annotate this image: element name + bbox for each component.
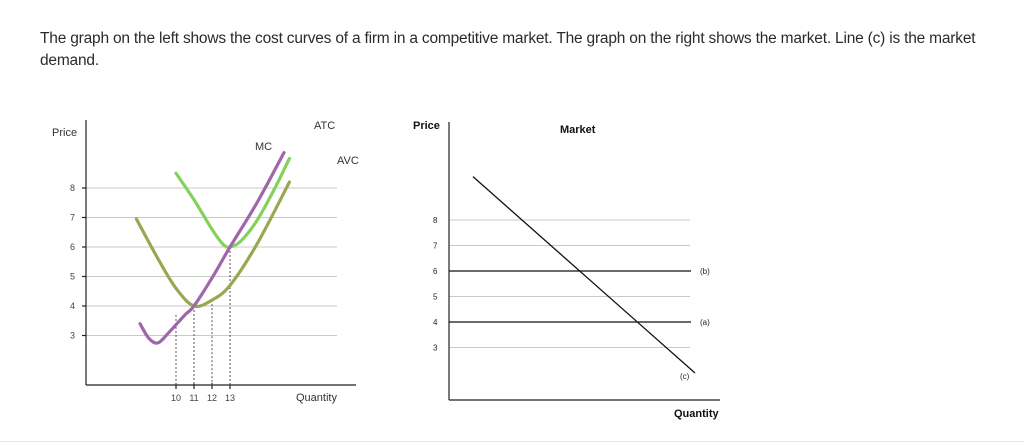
market-y-tick-label: 5 <box>433 293 438 302</box>
firm-ylabel: Price <box>52 127 77 139</box>
firm-y-tick-label: 5 <box>70 272 75 282</box>
firm-y-tick-label: 8 <box>70 183 75 193</box>
firm-x-tick-label: 13 <box>225 393 235 403</box>
market-y-tick-label: 7 <box>433 242 438 251</box>
firm-avc-label: AVC <box>337 155 359 167</box>
firm-mc-label: MC <box>255 141 272 153</box>
market-demand-label: (c) <box>680 372 690 381</box>
firm-avc-curve <box>134 180 291 309</box>
market-y-tick-label: 6 <box>433 267 438 276</box>
firm-x-tick-label: 11 <box>189 393 198 403</box>
firm-y-tick-label: 3 <box>70 331 75 341</box>
firm-x-tick-label: 12 <box>207 393 217 403</box>
market-line-label-b: (b) <box>700 267 710 276</box>
market-xlabel: Quantity <box>674 408 719 420</box>
firm-atc-label: ATC <box>314 120 335 132</box>
market-line-label-a: (a) <box>700 318 710 327</box>
firm-y-tick-label: 4 <box>70 301 75 311</box>
firm-y-tick-label: 6 <box>70 242 75 252</box>
market-y-tick-label: 3 <box>433 344 438 353</box>
market-demand-line <box>472 176 696 374</box>
firm-x-tick-label: 10 <box>171 393 181 403</box>
question-text: The graph on the left shows the cost cur… <box>40 30 976 69</box>
bottom-divider <box>0 441 1024 442</box>
market-y-tick-label: 8 <box>433 216 438 225</box>
market-y-tick-label: 4 <box>433 318 438 327</box>
firm-y-tick-label: 7 <box>70 213 75 223</box>
market-ylabel: Price <box>413 120 440 132</box>
firm-xlabel: Quantity <box>296 392 337 404</box>
firm-mc-curve <box>138 151 286 345</box>
market-title: Market <box>560 124 596 136</box>
